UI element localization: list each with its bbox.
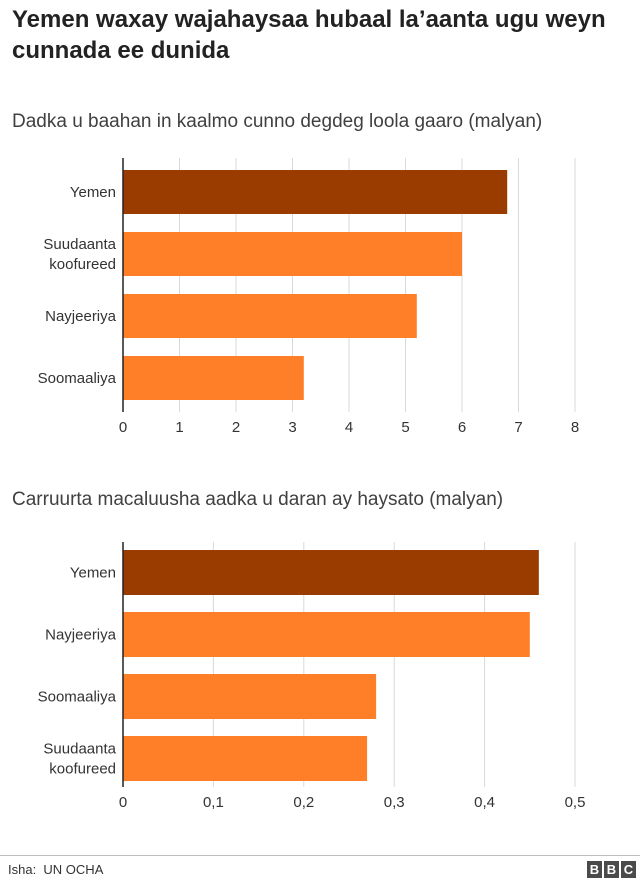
chart-2-tick-label: 0,1 xyxy=(203,794,224,811)
chart-1-tick-label: 6 xyxy=(458,419,466,436)
chart-1-tick-label: 5 xyxy=(401,419,409,436)
chart-1-category-label: Nayjeeriya xyxy=(45,308,117,325)
chart-2-tick-label: 0 xyxy=(119,794,127,811)
chart-1-tick-label: 3 xyxy=(288,419,296,436)
chart-2-bar xyxy=(123,612,530,657)
bbc-logo: B B C xyxy=(587,861,636,878)
chart-1-category-label: Suudaanta xyxy=(43,236,116,253)
chart-1-category-label: koofureed xyxy=(49,256,116,273)
chart-2-tick-label: 0,3 xyxy=(384,794,405,811)
bbc-logo-letter-2: B xyxy=(604,861,619,878)
chart-2-category-label: Suudaanta xyxy=(43,741,116,758)
chart-1-food-aid-bar-chart: Yemen Suudaanta koofureed Nayjeeriya Soomaal… xyxy=(38,158,579,436)
chart-2-bar xyxy=(123,674,377,719)
chart-2-category-label: Soomaaliya xyxy=(38,689,117,706)
source-note: Isha: UN OCHA xyxy=(8,862,103,877)
chart-2-bar xyxy=(123,550,539,595)
page-title: Yemen waxay wajahaysaa hubaal la’aanta u… xyxy=(12,6,606,64)
chart-2-tick-label: 0,4 xyxy=(474,794,495,811)
chart-2-title: Carruurta macaluusha aadka u daran ay ha… xyxy=(12,489,504,510)
chart-2-bar xyxy=(123,736,368,781)
chart-1-category-label: Soomaaliya xyxy=(38,370,117,387)
source-label: Isha: xyxy=(8,862,37,877)
bbc-logo-letter-1: B xyxy=(587,861,602,878)
chart-1-bar xyxy=(123,294,417,338)
chart-2-tick-label: 0,5 xyxy=(565,794,586,811)
chart-1-bar xyxy=(123,232,462,276)
chart-1-title: Dadka u baahan in kaalmo cunno degdeg lo… xyxy=(12,111,543,132)
chart-2-category-label: Yemen xyxy=(70,565,116,582)
chart-1-tick-label: 7 xyxy=(514,419,522,436)
chart-1-tick-label: 2 xyxy=(232,419,240,436)
bbc-logo-letter-3: C xyxy=(621,861,636,878)
chart-1-tick-label: 1 xyxy=(175,419,183,436)
chart-1-tick-label: 8 xyxy=(571,419,579,436)
chart-1-bar xyxy=(123,356,304,400)
chart-2-category-label: koofureed xyxy=(49,761,116,778)
chart-2-tick-label: 0,2 xyxy=(293,794,314,811)
chart-1-category-label: Yemen xyxy=(70,184,116,201)
chart-1-tick-label: 4 xyxy=(345,419,353,436)
chart-2-category-label: Nayjeeriya xyxy=(45,627,117,644)
chart-2-malnutrition-bar-chart: Yemen Nayjeeriya Soomaaliya Suudaanta koofur… xyxy=(38,542,586,811)
source-value: UN OCHA xyxy=(43,862,104,877)
footer-divider xyxy=(0,855,640,856)
chart-1-tick-label: 0 xyxy=(119,419,127,436)
chart-1-bar xyxy=(123,170,508,214)
